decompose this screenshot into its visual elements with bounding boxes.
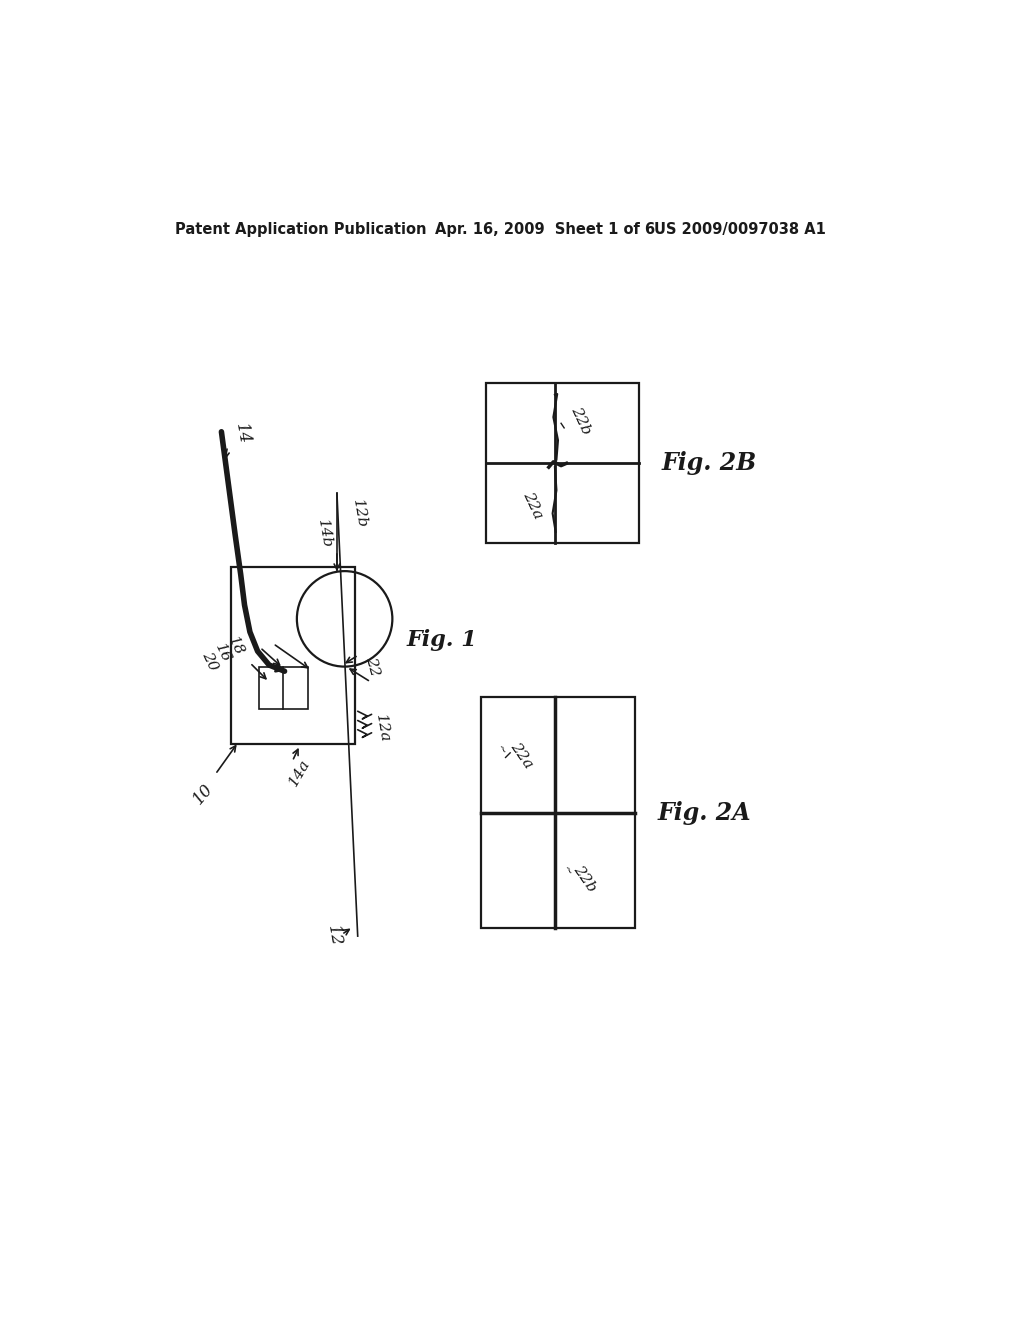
- Text: $\sim$: $\sim$: [561, 861, 575, 876]
- Text: 12a: 12a: [373, 713, 392, 743]
- Text: 22a: 22a: [520, 490, 545, 521]
- Text: 10: 10: [190, 780, 217, 808]
- Text: 14: 14: [232, 422, 253, 446]
- Text: US 2009/0097038 A1: US 2009/0097038 A1: [654, 222, 826, 236]
- Text: 14b: 14b: [315, 519, 334, 549]
- Text: 14a: 14a: [287, 756, 313, 789]
- Text: 16: 16: [213, 642, 233, 665]
- Text: Apr. 16, 2009  Sheet 1 of 6: Apr. 16, 2009 Sheet 1 of 6: [435, 222, 654, 236]
- Text: 20: 20: [200, 649, 220, 673]
- Text: Fig. 2B: Fig. 2B: [662, 451, 757, 475]
- Text: 22b: 22b: [568, 405, 594, 437]
- Text: 22b: 22b: [570, 862, 598, 895]
- Text: 22: 22: [364, 655, 382, 678]
- Text: $\sim$: $\sim$: [495, 739, 510, 755]
- Text: 12: 12: [325, 924, 345, 948]
- Text: Patent Application Publication: Patent Application Publication: [175, 222, 427, 236]
- Text: 18: 18: [225, 634, 247, 657]
- Text: 12b: 12b: [350, 499, 369, 529]
- Text: 22a: 22a: [508, 739, 536, 771]
- Text: Fig. 2A: Fig. 2A: [658, 801, 752, 825]
- Text: Fig. 1: Fig. 1: [407, 628, 477, 651]
